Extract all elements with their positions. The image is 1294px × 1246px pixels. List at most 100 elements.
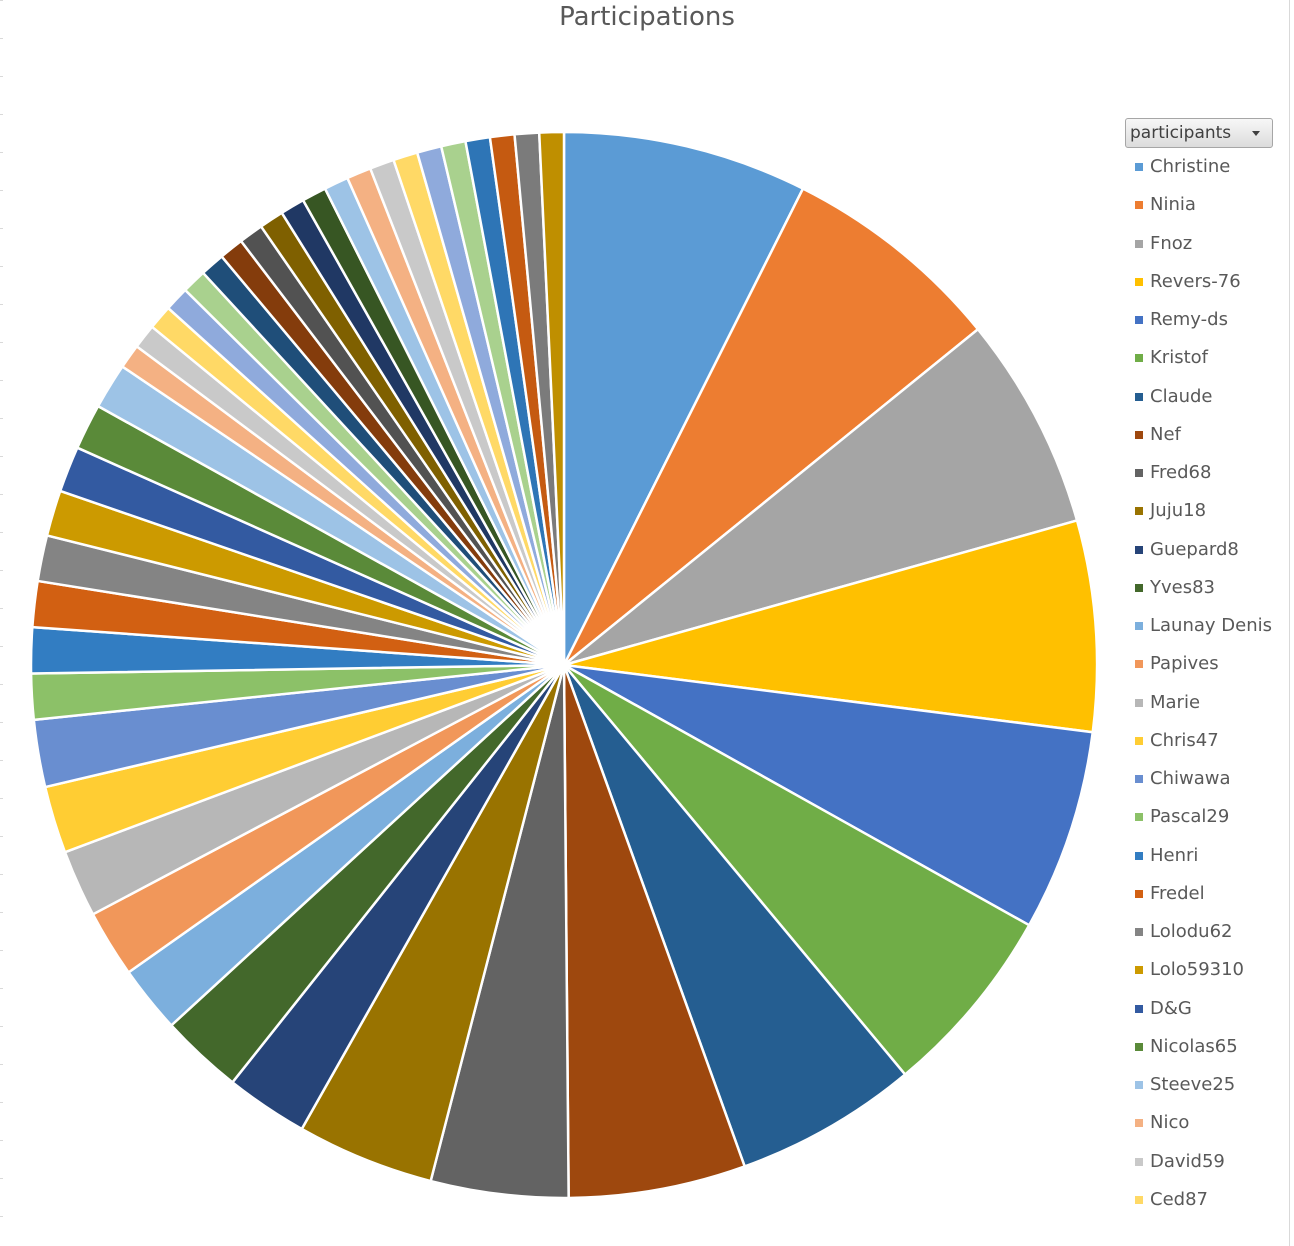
legend-swatch [1135,277,1143,286]
legend-swatch [1135,430,1143,439]
legend-swatch [1135,775,1143,783]
legend-item[interactable]: Juju18 [1134,494,1294,532]
legend-label: Fnoz [1150,232,1193,254]
chart-title: Participations [559,2,735,32]
legend-item[interactable]: Fnoz [1134,227,1294,265]
legend-swatch [1135,1004,1143,1013]
legend-item[interactable]: Papives [1134,647,1294,685]
legend-item[interactable]: Pascal29 [1134,800,1294,838]
participants-field-button[interactable]: participants [1125,118,1273,148]
legend-swatch [1135,1081,1143,1089]
legend-label: Papives [1150,653,1219,675]
pie-slice-ninia[interactable] [562,187,980,667]
legend-label: Fred68 [1150,462,1212,483]
legend-label: D&G [1150,997,1192,1019]
legend-swatch [1135,889,1143,898]
legend-item[interactable]: Fredel [1134,877,1294,915]
right-gridline-edge [1289,0,1290,1246]
legend-swatch [1135,851,1143,860]
legend-item[interactable]: Ninia [1134,188,1294,226]
legend-item[interactable]: Revers-76 [1134,265,1294,303]
legend-swatch [1135,928,1143,936]
legend-item[interactable]: Nef [1134,418,1294,456]
legend-item[interactable]: Lolodu62 [1134,915,1294,953]
legend-label: Nico [1150,1112,1190,1134]
pie-slice-claude[interactable] [562,663,907,1168]
legend-swatch [1135,316,1143,324]
legend-label: David59 [1150,1150,1225,1172]
legend-label: Revers-76 [1150,270,1241,292]
legend-label: Launay Denis [1150,615,1273,636]
legend-item[interactable]: Steeve25 [1134,1068,1294,1106]
legend-label: Ninia [1150,194,1196,216]
legend-swatch [1135,507,1143,516]
legend-swatch [1135,698,1143,707]
legend-item[interactable]: Guepard8 [1134,533,1294,571]
legend-item[interactable]: David59 [1134,1145,1294,1183]
legend-item[interactable]: Ced87 [1134,1183,1294,1221]
legend-swatch [1135,583,1143,592]
pie-slice-unlabeled-46[interactable] [537,130,566,667]
field-button-label: participants [1130,123,1232,143]
legend-swatch [1135,392,1143,401]
legend-label: Chiwawa [1150,768,1231,789]
legend-label: Lolo59310 [1150,959,1244,981]
legend-swatch [1135,1119,1143,1128]
dropdown-arrow-icon[interactable] [1252,131,1260,136]
pie-slice-remy-ds[interactable] [562,663,1094,927]
legend-label: Chris47 [1150,729,1219,751]
legend-label: Guepard8 [1150,538,1239,560]
legend-label: Remy-ds [1150,309,1228,330]
legend-swatch [1135,813,1143,822]
legend-swatch [1135,622,1143,630]
legend-label: Lolodu62 [1150,921,1233,942]
legend-label: Henri [1150,844,1199,866]
legend-label: Ced87 [1150,1188,1208,1210]
legend-label: Nicolas65 [1150,1035,1238,1057]
legend-label: Yves83 [1150,576,1216,598]
legend-swatch [1135,1042,1143,1051]
legend-swatch [1135,966,1143,975]
legend-swatch [1135,736,1143,745]
legend-swatch [1135,354,1143,363]
legend-item[interactable]: Chris47 [1134,724,1294,762]
legend-item[interactable]: Nico [1134,1106,1294,1144]
legend-swatch [1135,239,1143,248]
legend-item[interactable]: Remy-ds [1134,303,1294,341]
legend-item[interactable]: Kristof [1134,341,1294,379]
legend-item[interactable]: Claude [1134,380,1294,418]
legend-item[interactable]: Chiwawa [1134,762,1294,800]
legend-item[interactable]: D&G [1134,992,1294,1030]
legend-item[interactable]: Nicolas65 [1134,1030,1294,1068]
legend-item[interactable]: Yves83 [1134,571,1294,609]
legend-label: Fredel [1150,882,1205,904]
legend-item[interactable]: Lolo59310 [1134,953,1294,991]
legend-swatch [1135,545,1143,554]
legend-swatch [1135,660,1143,669]
legend-swatch [1135,469,1143,477]
legend-label: Claude [1150,385,1213,407]
legend-label: Marie [1150,691,1201,713]
pie-slice-kristof[interactable] [562,663,1031,1076]
legend-label: Kristof [1150,347,1208,369]
legend-swatch [1135,1195,1143,1204]
legend-label: Pascal29 [1150,806,1230,828]
legend-swatch [1135,1157,1143,1166]
legend-item[interactable]: Christine [1134,150,1294,188]
legend-item[interactable]: Launay Denis [1134,609,1294,647]
legend-label: Nef [1150,423,1181,445]
pie-slice-fnoz[interactable] [562,327,1079,667]
legend-item[interactable]: Fred68 [1134,456,1294,494]
pie-slice-nef[interactable] [562,663,746,1200]
pie-slice-christine[interactable] [562,130,805,667]
pie-slice-revers-76[interactable] [562,519,1099,734]
legend-item[interactable]: Marie [1134,686,1294,724]
legend-label: Christine [1150,156,1231,177]
legend-item[interactable]: Henri [1134,839,1294,877]
legend-swatch [1135,163,1143,171]
left-gridline-edge [0,0,3,1246]
legend-swatch [1135,201,1143,210]
chart-legend: Christine Ninia Fnoz Revers-76 Remy-ds Kristo… [1134,150,1294,1221]
